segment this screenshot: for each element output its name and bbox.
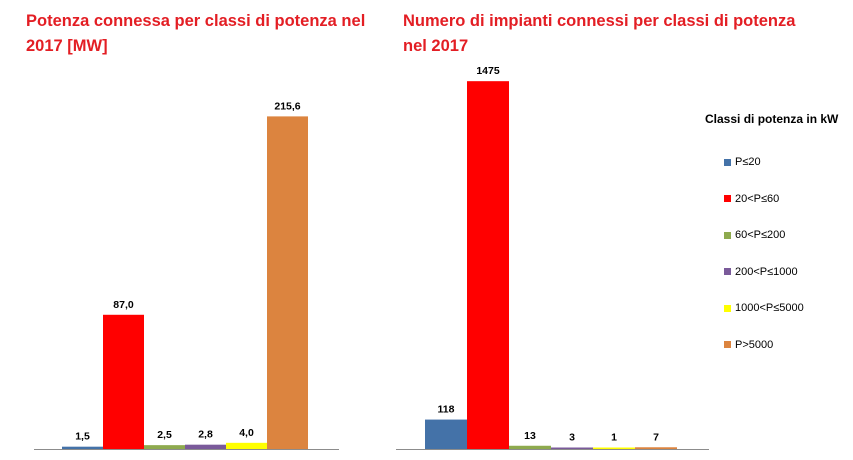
bar-count-5 bbox=[635, 447, 677, 449]
legend-label: 1000<P≤5000 bbox=[735, 302, 804, 315]
bar-power-0 bbox=[62, 446, 103, 449]
legend-swatch bbox=[724, 158, 731, 166]
legend-item: P≤20 bbox=[705, 144, 853, 181]
legend-swatch bbox=[724, 341, 731, 349]
legend-label: P>5000 bbox=[735, 338, 774, 351]
legend-label: 20<P≤60 bbox=[735, 192, 780, 205]
legend-item: 20<P≤60 bbox=[705, 181, 853, 218]
bar-count-4 bbox=[593, 447, 635, 449]
bar-power-3 bbox=[185, 444, 226, 449]
legend-item: P>5000 bbox=[705, 327, 853, 364]
bar-count-3 bbox=[551, 447, 593, 449]
bar-count-0 bbox=[425, 419, 467, 449]
legend-title: Classi di potenza in kW bbox=[705, 112, 839, 126]
legend-label: P≤20 bbox=[735, 156, 761, 169]
data-label: 118 bbox=[438, 404, 455, 416]
bar-count-1 bbox=[467, 81, 509, 449]
bar-power-5 bbox=[267, 116, 308, 449]
bar-power-2 bbox=[144, 445, 185, 449]
data-label: 215,6 bbox=[274, 100, 300, 112]
data-label: 1475 bbox=[476, 65, 500, 77]
legend-swatch bbox=[724, 231, 731, 239]
chart-legend: Classi di potenza in kW P≤20 20<P≤60 60<P≤… bbox=[705, 112, 853, 363]
legend-item: 60<P≤200 bbox=[705, 217, 853, 254]
data-label: 2,8 bbox=[198, 429, 213, 441]
bar-count-2 bbox=[509, 445, 551, 449]
chart-title-left: Potenza connessa per classi di potenza n… bbox=[26, 12, 366, 55]
bar-power-1 bbox=[103, 314, 144, 449]
data-label: 1 bbox=[611, 432, 617, 444]
legend-label: 200<P≤1000 bbox=[735, 265, 798, 278]
legend-swatch bbox=[724, 304, 731, 312]
bar-power-4 bbox=[226, 442, 267, 449]
data-label: 4,0 bbox=[239, 427, 254, 439]
legend-label: 60<P≤200 bbox=[735, 229, 786, 242]
legend-item: 200<P≤1000 bbox=[705, 254, 853, 291]
data-label: 13 bbox=[524, 430, 536, 442]
legend-swatch bbox=[724, 268, 731, 276]
legend-item: 1000<P≤5000 bbox=[705, 290, 853, 327]
data-label: 2,5 bbox=[157, 429, 172, 441]
data-label: 7 bbox=[653, 431, 659, 443]
data-label: 3 bbox=[569, 432, 575, 444]
chart-title-right: Numero di impianti connessi per classi d… bbox=[403, 12, 796, 55]
data-label: 87,0 bbox=[113, 299, 134, 311]
data-label: 1,5 bbox=[75, 431, 90, 443]
legend-swatch bbox=[724, 195, 731, 203]
